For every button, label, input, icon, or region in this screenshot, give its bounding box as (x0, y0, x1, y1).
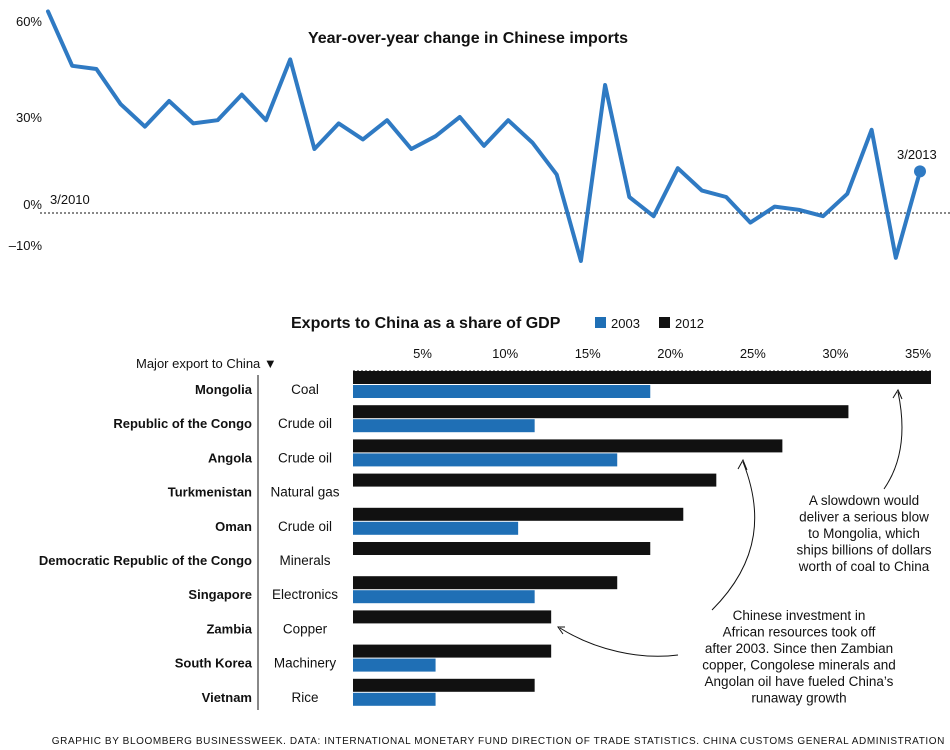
country-label: Democratic Republic of the Congo (39, 553, 252, 568)
y-tick-label: 60% (16, 14, 42, 29)
export-label: Copper (283, 621, 328, 636)
bar-row: Vietnam Rice (202, 678, 535, 706)
annotation-text: Chinese investment in African resources t… (702, 608, 896, 706)
export-label: Crude oil (278, 416, 332, 431)
bar-row: South Korea Machinery (175, 644, 552, 672)
bar-2003 (353, 453, 618, 467)
annotation-line: worth of coal to China (798, 559, 930, 574)
export-label: Natural gas (270, 485, 339, 500)
bar-row: Turkmenistan Natural gas (168, 473, 717, 500)
annotation-line: African resources took off (723, 625, 876, 640)
country-label: Mongolia (195, 382, 253, 397)
bar-2003 (353, 590, 535, 604)
x-tick-label: 10% (492, 346, 518, 361)
legend-swatch-2012 (659, 317, 670, 328)
start-date-label: 3/2010 (50, 192, 90, 207)
bar-row: Oman Crude oil (215, 507, 684, 535)
arrow-head (892, 388, 903, 400)
bar-row: Singapore Electronics (188, 576, 618, 604)
legend-swatch-2003 (595, 317, 606, 328)
bar-2003 (353, 385, 651, 398)
annotation-line: copper, Congolese minerals and (702, 658, 896, 673)
y-tick-label: –10% (9, 238, 43, 253)
export-label: Electronics (272, 587, 338, 602)
x-tick-label: 25% (740, 346, 766, 361)
bar-2012 (353, 576, 618, 590)
line-chart-title: Year-over-year change in Chinese imports (308, 30, 628, 47)
bar-2003 (353, 692, 436, 706)
country-label: Angola (208, 450, 253, 465)
bar-row: Democratic Republic of the Congo Minerals (39, 542, 651, 568)
bar-row: Zambia Copper (206, 610, 552, 636)
country-label: Turkmenistan (168, 485, 252, 500)
annotation-line: Angolan oil have fueled China’s (705, 674, 894, 689)
x-tick-label: 30% (822, 346, 848, 361)
annotation-text: A slowdown would deliver a serious blow to… (796, 493, 931, 574)
bar-2012 (353, 542, 651, 555)
annotation-line: deliver a serious blow (799, 510, 929, 525)
annotation-line: after 2003. Since then Zambian (705, 641, 893, 656)
export-label: Minerals (279, 553, 330, 568)
source-credit: GRAPHIC BY BLOOMBERG BUSINESSWEEK. DATA:… (52, 736, 945, 747)
y-tick-label: 0% (23, 197, 42, 212)
annotation-arrow (559, 627, 679, 657)
y-tick-label: 30% (16, 110, 42, 125)
bar-2012 (353, 371, 931, 384)
end-date-label: 3/2013 (897, 147, 937, 162)
bar-2003 (353, 658, 436, 672)
bar-row: Republic of the Congo Crude oil (113, 405, 849, 433)
country-label: South Korea (175, 656, 253, 671)
country-label: Vietnam (202, 690, 252, 705)
bar-row: Angola Crude oil (208, 439, 783, 467)
bar-2012 (353, 507, 684, 521)
legend-label-2012: 2012 (675, 316, 704, 331)
annotation-line: ships billions of dollars (796, 543, 931, 558)
bar-chart: Exports to China as a share of GDP 2003 … (39, 315, 932, 710)
line-chart: Year-over-year change in Chinese imports… (9, 9, 950, 263)
bar-2003 (353, 521, 519, 535)
country-label: Singapore (188, 587, 252, 602)
country-label: Republic of the Congo (113, 416, 252, 431)
bar-2012 (353, 439, 783, 453)
bar-2012 (353, 610, 552, 624)
country-label: Zambia (206, 621, 252, 636)
annotation-line: A slowdown would (809, 493, 919, 508)
annotation-africa: Chinese investment in African resources t… (557, 458, 896, 706)
series-line (46, 9, 922, 263)
export-label: Crude oil (278, 519, 332, 534)
country-label: Oman (215, 519, 252, 534)
x-tick-label: 35% (905, 346, 931, 361)
bar-2012 (353, 644, 552, 658)
x-tick-label: 15% (575, 346, 601, 361)
export-label: Coal (291, 382, 319, 397)
column-header: Major export to China ▼ (136, 356, 277, 371)
annotation-line: Chinese investment in (733, 608, 866, 623)
bar-2003 (353, 419, 535, 433)
x-tick-label: 20% (657, 346, 683, 361)
end-point-marker (914, 165, 926, 178)
export-label: Crude oil (278, 450, 332, 465)
annotation-line: to Mongolia, which (808, 526, 920, 541)
annotation-arrow (711, 461, 756, 611)
arrow-head (737, 458, 748, 471)
arrow-head (557, 626, 565, 635)
export-label: Rice (291, 690, 318, 705)
annotation-arrow (883, 391, 903, 490)
x-tick-label: 5% (413, 346, 432, 361)
bar-2012 (353, 473, 717, 487)
bar-2012 (353, 405, 849, 419)
legend-label-2003: 2003 (611, 316, 640, 331)
bar-row: Mongolia Coal (195, 371, 931, 398)
bar-chart-title: Exports to China as a share of GDP (291, 315, 561, 332)
bar-2012 (353, 678, 535, 692)
export-label: Machinery (274, 656, 337, 671)
annotation-line: runaway growth (751, 691, 846, 706)
annotation-mongolia: A slowdown would deliver a serious blow to… (796, 388, 932, 574)
